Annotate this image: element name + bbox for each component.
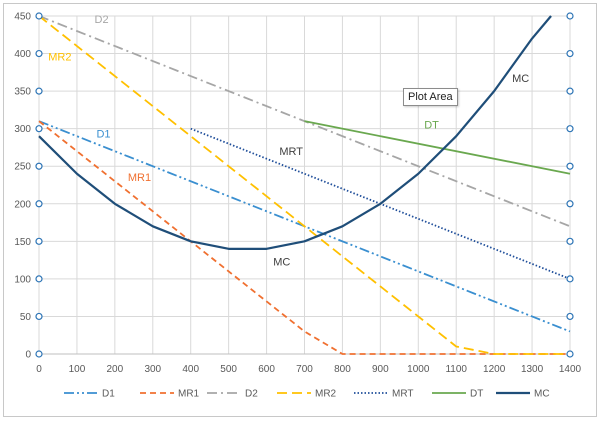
plot-area-tooltip: Plot Area [403,88,458,106]
series-label-d1: D1 [96,129,110,141]
resize-handle[interactable] [35,312,43,321]
resize-handle[interactable] [566,87,574,95]
series-line-d2[interactable] [38,15,571,228]
y-tick-label: 150 [14,237,31,248]
x-tick-label: 400 [182,364,199,375]
resize-handle[interactable] [566,12,574,20]
x-tick-label: 200 [107,364,124,375]
resize-handle[interactable] [566,237,574,245]
y-tick-label: 450 [14,12,31,23]
resize-handle[interactable] [566,49,574,58]
legend-label-mc[interactable]: MC [534,389,550,400]
series-label-mrt: MRT [279,146,303,158]
y-tick-label: 100 [14,274,31,285]
legend-label-d2[interactable]: D2 [245,389,258,400]
resize-handle[interactable] [35,87,43,95]
series-line-mr2[interactable] [38,15,570,355]
data-series [38,15,571,355]
series-label-dt: DT [424,120,439,132]
legend-label-mr1[interactable]: MR1 [178,389,200,400]
series-line-mr1[interactable] [38,120,570,355]
resize-handle[interactable] [566,200,574,208]
resize-handle[interactable] [566,350,574,358]
resize-handle[interactable] [35,275,43,283]
x-tick-label: 1100 [445,364,467,375]
x-tick-label: 800 [334,364,351,375]
x-tick-label: 500 [220,364,237,375]
y-tick-label: 0 [25,350,31,361]
resize-handle[interactable] [35,12,43,20]
series-label-mr1: MR1 [128,172,151,184]
x-tick-label: 300 [144,364,161,375]
series-line-dt[interactable] [304,120,571,175]
x-tick-label: 700 [296,364,313,375]
legend-label-dt[interactable]: DT [470,389,483,400]
legend-label-d1[interactable]: D1 [102,389,115,400]
resize-handle[interactable] [35,162,43,170]
y-tick-label: 400 [14,49,31,60]
axes: 0 100 200 300 400 500 600 700 800 900 1000 1100 1200… [14,12,581,376]
resize-handle[interactable] [35,49,43,58]
resize-handle[interactable] [566,312,574,321]
resize-handle[interactable] [35,125,43,133]
x-tick-label: 1300 [521,364,544,375]
series-label-mc: MC [273,256,290,268]
series-label-mr2: MR2 [48,51,71,63]
legend-label-mr2[interactable]: MR2 [315,389,337,400]
series-label-d2: D2 [95,14,109,26]
y-tick-label: 300 [14,124,31,135]
x-tick-label: 900 [372,364,389,375]
x-tick-label: 1400 [559,364,582,375]
x-tick-label: 600 [258,364,275,375]
x-tick-label: 1000 [407,364,430,375]
x-tick-label: 0 [36,364,42,375]
selection-handles[interactable] [35,12,574,358]
resize-handle[interactable] [35,350,43,358]
y-tick-label: 50 [20,312,32,323]
resize-handle[interactable] [35,200,43,208]
x-tick-label: 1200 [483,364,506,375]
series-line-mc[interactable] [38,15,552,250]
legend[interactable]: D1 MR1 D2 MR2 MRT DT MC [64,389,550,400]
resize-handle[interactable] [566,125,574,133]
resize-handle[interactable] [35,237,43,245]
y-tick-label: 350 [14,87,31,98]
series-label-mc: MC [512,73,529,85]
chart-frame[interactable] [3,3,597,417]
resize-handle[interactable] [566,275,574,283]
series-labels: D2 MR2 D1 MR1 MRT MC DT MC [48,14,529,269]
x-tick-label: 100 [69,364,86,375]
y-tick-label: 200 [14,199,31,210]
y-tick-label: 250 [14,162,31,173]
legend-label-mrt[interactable]: MRT [392,389,413,400]
resize-handle[interactable] [566,162,574,170]
